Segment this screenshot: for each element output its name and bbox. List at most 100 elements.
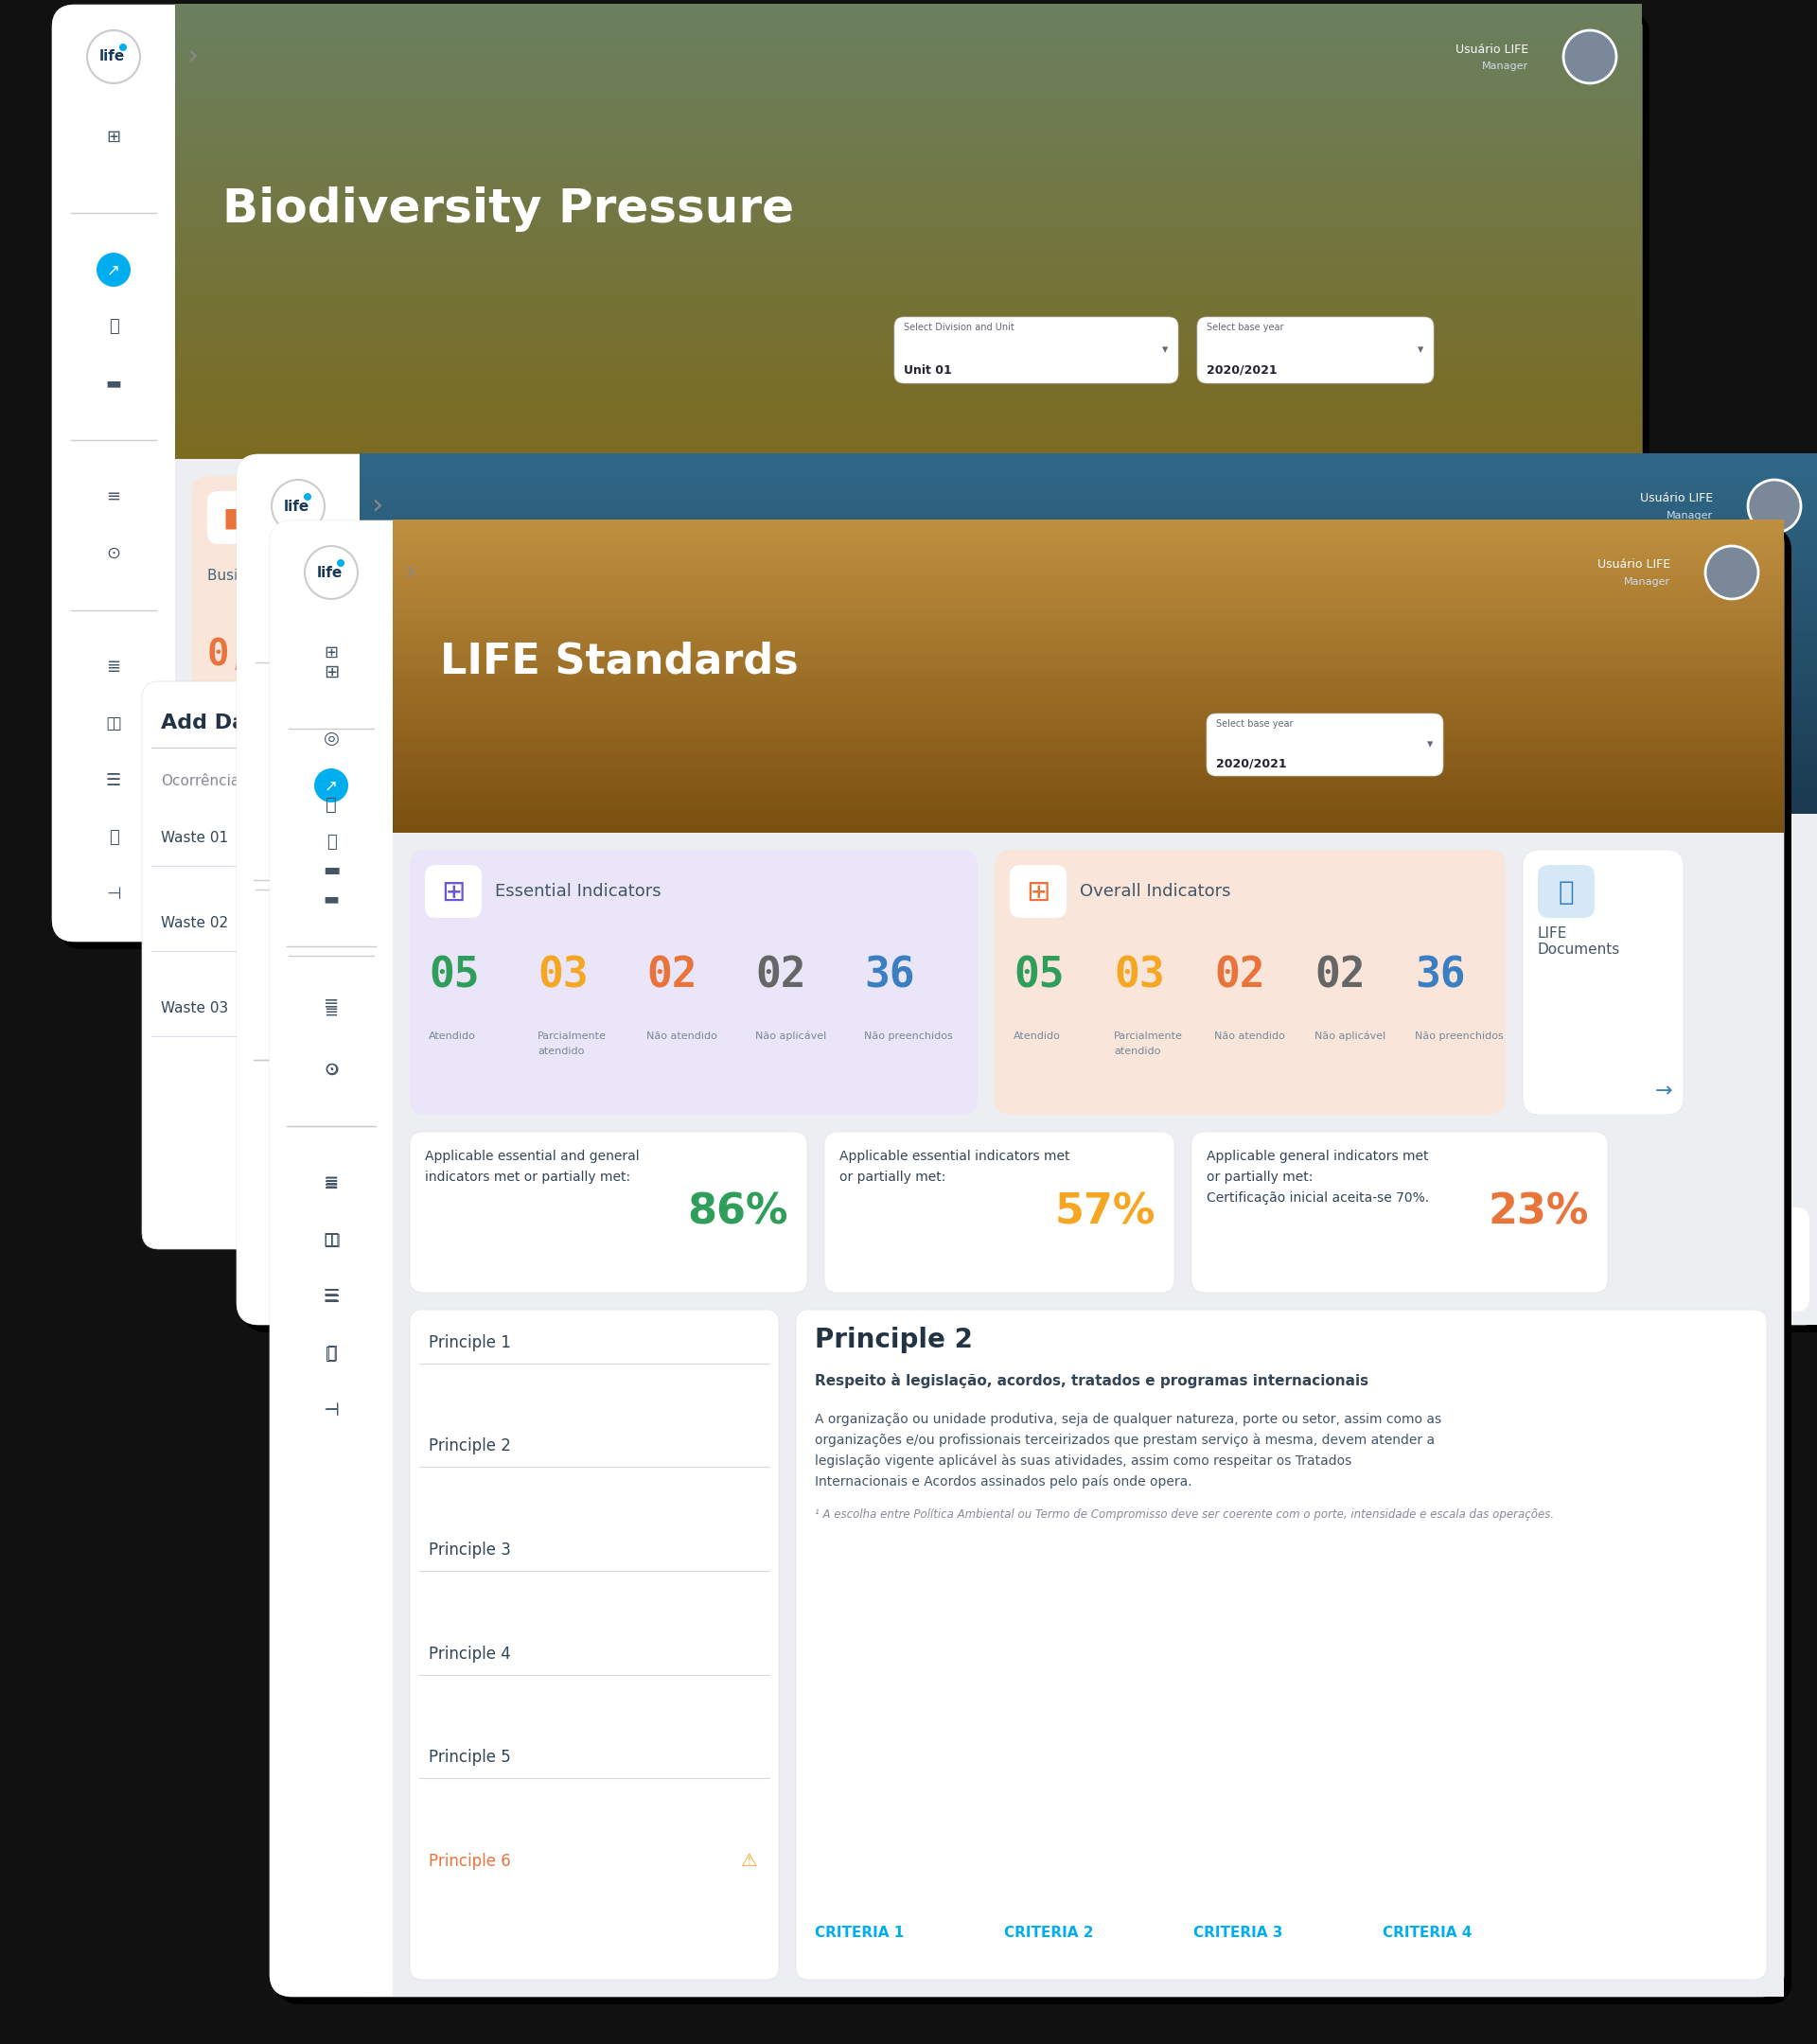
Bar (392, 531, 1784, 536)
Text: ⊞: ⊞ (1027, 879, 1050, 905)
FancyBboxPatch shape (1165, 695, 1401, 756)
Bar (392, 750, 1784, 754)
Bar (174, 311, 1643, 317)
FancyBboxPatch shape (376, 1208, 1810, 1312)
Circle shape (1748, 480, 1801, 533)
Text: ☰: ☰ (291, 1222, 305, 1239)
Text: Manager: Manager (1624, 576, 1670, 587)
Bar (392, 664, 1784, 668)
Bar (174, 452, 1643, 460)
Bar (392, 636, 1784, 642)
Bar (360, 705, 1817, 711)
Bar (392, 540, 1784, 544)
Bar (360, 675, 1817, 679)
Bar (392, 652, 1784, 656)
Bar (392, 625, 1784, 630)
Bar (360, 499, 1817, 503)
Text: Essential Indicators: Essential Indicators (494, 883, 661, 899)
FancyBboxPatch shape (574, 491, 630, 544)
Bar (360, 691, 1817, 697)
Text: ›: › (403, 558, 416, 587)
Text: ■: ■ (407, 861, 429, 883)
Text: ↗: ↗ (107, 262, 120, 278)
FancyBboxPatch shape (269, 521, 392, 1997)
Bar (174, 14, 1643, 22)
Bar (392, 726, 1784, 732)
Text: ▾: ▾ (1426, 738, 1434, 750)
Bar (360, 642, 1817, 648)
Bar (360, 574, 1817, 580)
Bar (174, 208, 1643, 215)
Text: Energy: Energy (1097, 881, 1152, 897)
Text: ■: ■ (1357, 879, 1377, 897)
Text: ▬: ▬ (323, 863, 340, 879)
Text: ◫: ◫ (289, 1165, 307, 1181)
Text: legislação vigente aplicável às suas atividades, assim como respeitar os Tratado: legislação vigente aplicável às suas ati… (814, 1453, 1352, 1468)
Text: Unit 01: Unit 01 (903, 364, 952, 376)
Circle shape (314, 769, 349, 803)
Bar (360, 585, 1817, 589)
Bar (174, 123, 1643, 129)
Bar (360, 503, 1817, 509)
Bar (174, 20, 1643, 27)
Text: Parcialmente: Parcialmente (538, 1032, 607, 1040)
FancyBboxPatch shape (207, 491, 263, 544)
FancyBboxPatch shape (560, 476, 910, 836)
FancyBboxPatch shape (747, 846, 803, 897)
Text: ⊞: ⊞ (442, 879, 465, 905)
Text: ⊞: ⊞ (323, 644, 338, 662)
Bar (174, 78, 1643, 84)
Bar (360, 754, 1817, 760)
Bar (392, 644, 1784, 650)
Bar (174, 243, 1643, 249)
Text: ≣: ≣ (107, 658, 120, 677)
Bar (174, 333, 1643, 339)
Bar (360, 660, 1817, 666)
Bar (174, 282, 1643, 288)
Text: 🌿: 🌿 (325, 834, 336, 850)
Text: life: life (98, 49, 125, 63)
Text: 0,0000: 0,0000 (574, 638, 707, 672)
FancyBboxPatch shape (796, 1310, 1766, 1981)
Text: Principle 6: Principle 6 (429, 1852, 511, 1870)
Bar (392, 570, 1784, 574)
Bar (174, 435, 1643, 442)
Bar (174, 72, 1643, 78)
Circle shape (120, 43, 127, 51)
Bar (360, 679, 1817, 683)
Bar (360, 484, 1817, 491)
FancyBboxPatch shape (376, 830, 718, 1190)
Text: ≣: ≣ (291, 1108, 305, 1124)
Text: ■: ■ (591, 505, 616, 531)
Bar (360, 552, 1817, 558)
Text: 0,0000: 0,0000 (785, 959, 908, 991)
Text: ↗: ↗ (291, 711, 305, 728)
Text: Land: Land (1385, 881, 1423, 897)
Text: 🌿: 🌿 (325, 795, 336, 814)
Bar (360, 758, 1817, 764)
Text: ■: ■ (1130, 861, 1154, 883)
Bar (360, 668, 1817, 675)
Text: Principle 1: Principle 1 (429, 1335, 511, 1351)
Text: 👤: 👤 (325, 1345, 336, 1361)
Text: ⊙: ⊙ (291, 995, 305, 1012)
Text: 36: 36 (1415, 955, 1466, 995)
Text: ¹ A escolha entre Política Ambiental ou Termo de Compromisso deve ser coerente c: ¹ A escolha entre Política Ambiental ou … (814, 1508, 1554, 1521)
Text: ◎: ◎ (291, 662, 305, 681)
Bar (174, 225, 1643, 231)
Text: ⊣: ⊣ (323, 1402, 338, 1419)
FancyBboxPatch shape (193, 852, 462, 1126)
FancyBboxPatch shape (142, 681, 389, 1249)
Text: ≡: ≡ (323, 993, 340, 1012)
Bar (392, 548, 1784, 552)
Bar (174, 321, 1643, 329)
Bar (392, 711, 1784, 715)
Text: 0,0000: 0,0000 (207, 638, 340, 672)
Bar (392, 519, 1784, 525)
Text: Atendido: Atendido (429, 1032, 476, 1040)
Bar (174, 27, 1643, 33)
Bar (392, 758, 1784, 762)
Bar (174, 135, 1643, 141)
Text: Usuário LIFE: Usuário LIFE (1455, 43, 1528, 55)
Bar (392, 762, 1784, 766)
